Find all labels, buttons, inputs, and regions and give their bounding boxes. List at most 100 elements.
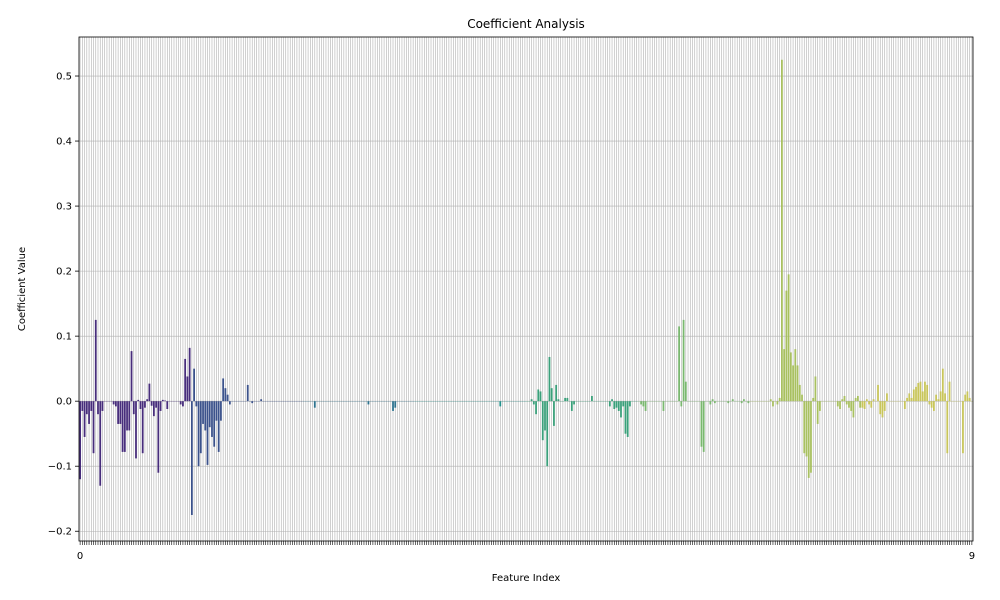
bar (841, 399, 844, 402)
bar (629, 401, 631, 407)
bar (220, 401, 222, 421)
bar (548, 356, 551, 402)
bar (566, 397, 569, 402)
bar (564, 397, 567, 402)
bar (79, 401, 82, 480)
bar (608, 401, 611, 407)
bar (622, 401, 625, 407)
bar (700, 401, 703, 447)
bar (908, 393, 911, 402)
bar (146, 399, 149, 402)
bar (870, 401, 873, 408)
bar (613, 401, 616, 409)
bar (935, 394, 938, 402)
bar (94, 319, 97, 402)
bar (144, 401, 146, 408)
bar (159, 401, 162, 411)
bar (924, 381, 926, 402)
bar (184, 358, 187, 402)
bar (912, 389, 915, 402)
x-tick-label-first: 0 (77, 551, 83, 562)
y-tick-label: −0.1 (48, 462, 72, 473)
bar (859, 401, 862, 408)
bar (188, 347, 191, 402)
y-axis-label: Coefficient Value (17, 247, 28, 331)
bar (740, 401, 743, 404)
bar (709, 401, 712, 405)
bar (798, 384, 801, 402)
bar (615, 401, 618, 408)
bar (121, 401, 124, 452)
bar (787, 274, 790, 402)
bar (114, 401, 117, 407)
bar (186, 376, 189, 402)
bar (964, 394, 967, 402)
bar (928, 401, 931, 405)
bar (161, 399, 164, 402)
bar (394, 401, 397, 408)
bar (917, 382, 920, 402)
bar (150, 401, 153, 406)
bar (99, 401, 102, 486)
bar (932, 401, 935, 411)
bar (182, 401, 184, 407)
bar (530, 399, 533, 402)
bar (946, 401, 949, 454)
bar (222, 378, 225, 402)
bar (224, 388, 227, 402)
bar (246, 384, 249, 402)
bar (812, 397, 815, 402)
bar (879, 401, 882, 415)
bar (713, 401, 716, 404)
bar (926, 384, 929, 402)
bar (166, 401, 169, 409)
bar (260, 399, 263, 402)
y-axis-ticks: −0.2 −0.1 0.0 0.1 0.2 0.3 0.4 0.5 (48, 72, 79, 538)
bar (119, 401, 122, 424)
bar (313, 401, 316, 408)
bar (367, 401, 370, 405)
bar (857, 395, 859, 402)
plot-frame (78, 36, 974, 542)
bar (814, 376, 817, 402)
bar (215, 401, 218, 421)
bar (624, 401, 627, 434)
bar (541, 401, 544, 441)
bar (211, 401, 213, 437)
bar (872, 399, 875, 402)
bar (702, 401, 705, 452)
bar (101, 401, 104, 411)
bar (810, 401, 812, 473)
bar (776, 401, 779, 405)
bar (199, 401, 202, 454)
y-tick-label: 0.5 (56, 72, 72, 83)
x-axis-label: Feature Index (492, 573, 561, 584)
bar (197, 401, 200, 467)
bar (803, 401, 806, 454)
bar (557, 399, 560, 402)
bar (126, 401, 128, 431)
bar (852, 401, 855, 418)
bar (537, 389, 540, 402)
bar (843, 395, 846, 402)
bar (532, 401, 535, 405)
bar (112, 401, 115, 405)
bar (778, 397, 781, 402)
bar (640, 401, 642, 405)
bar (962, 401, 964, 454)
bar (915, 386, 917, 402)
bar (644, 401, 647, 411)
bar (819, 401, 821, 411)
bar (968, 397, 971, 402)
bar (861, 401, 864, 408)
bar (555, 384, 558, 402)
bar (883, 401, 886, 411)
bar (611, 399, 613, 402)
grid-lines (79, 37, 973, 541)
bar (747, 401, 750, 404)
bar (128, 401, 131, 431)
bar (157, 401, 160, 473)
bar (139, 401, 142, 409)
